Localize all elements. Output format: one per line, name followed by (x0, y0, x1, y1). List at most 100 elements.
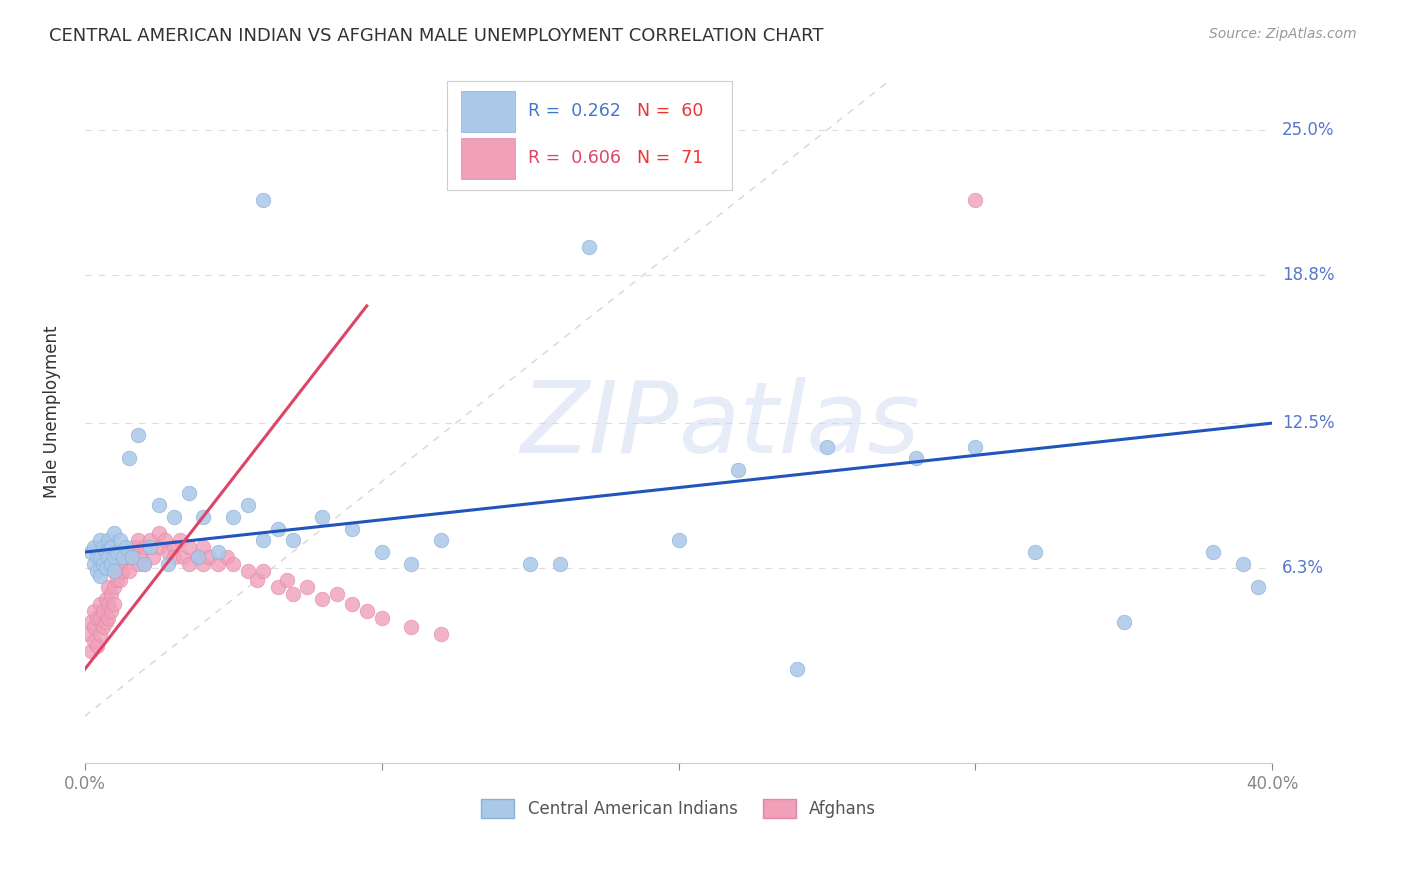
Point (83, 620, 105, 634)
Point (134, 557, 156, 571)
Point (94, 561, 117, 575)
Point (121, 549, 143, 564)
Point (519, 557, 541, 571)
Point (134, 557, 156, 571)
Point (1202, 545, 1225, 559)
Point (169, 533, 191, 548)
Point (207, 545, 229, 559)
Point (326, 587, 349, 601)
Point (105, 573, 128, 587)
Point (786, 662, 808, 676)
Point (100, 587, 122, 601)
Point (222, 509, 245, 524)
Point (356, 604, 378, 618)
Point (112, 564, 135, 578)
Point (105, 545, 128, 559)
Point (89, 549, 111, 564)
Point (83, 541, 105, 555)
Point (236, 498, 259, 512)
Point (177, 541, 200, 555)
Point (91, 541, 114, 555)
Point (118, 451, 141, 466)
Point (267, 580, 290, 594)
Text: N =  71: N = 71 (637, 149, 703, 167)
Point (148, 498, 170, 512)
Point (103, 549, 125, 564)
Point (103, 526, 125, 541)
Text: CENTRAL AMERICAN INDIAN VS AFGHAN MALE UNEMPLOYMENT CORRELATION CHART: CENTRAL AMERICAN INDIAN VS AFGHAN MALE U… (49, 27, 824, 45)
Text: ZIP: ZIP (520, 377, 679, 474)
Point (103, 564, 125, 578)
Point (401, 620, 423, 634)
Point (252, 533, 274, 548)
Point (340, 597, 363, 611)
Point (370, 545, 392, 559)
Text: Source: ZipAtlas.com: Source: ZipAtlas.com (1209, 27, 1357, 41)
Point (965, 440, 987, 454)
Point (94, 615, 117, 630)
Point (727, 463, 749, 477)
Point (148, 526, 170, 541)
Point (89, 627, 111, 641)
Point (97, 611, 120, 625)
Point (100, 557, 122, 571)
Point (217, 549, 239, 564)
Point (115, 541, 138, 555)
Point (83, 634, 105, 648)
Point (97, 533, 120, 548)
Point (236, 564, 259, 578)
Point (193, 509, 215, 524)
Point (97, 549, 120, 564)
FancyBboxPatch shape (461, 138, 515, 179)
Point (134, 541, 156, 555)
Point (153, 533, 176, 548)
Point (118, 564, 141, 578)
Point (103, 597, 125, 611)
Point (222, 557, 245, 571)
Point (89, 568, 111, 582)
Point (91, 557, 114, 571)
Point (172, 549, 194, 564)
Point (86, 639, 108, 653)
Y-axis label: Male Unemployment: Male Unemployment (44, 325, 60, 498)
Point (252, 194, 274, 208)
Point (103, 564, 125, 578)
Point (163, 549, 186, 564)
Text: atlas: atlas (679, 377, 920, 474)
Point (187, 549, 209, 564)
Point (276, 573, 298, 587)
Point (139, 541, 162, 555)
Point (121, 549, 143, 564)
Point (83, 604, 105, 618)
Point (252, 564, 274, 578)
Point (815, 440, 838, 454)
Text: R =  0.606: R = 0.606 (527, 149, 620, 167)
Point (89, 533, 111, 548)
Point (79, 615, 101, 630)
Point (142, 549, 165, 564)
Text: 12.5%: 12.5% (1282, 414, 1334, 432)
Point (118, 545, 141, 559)
Point (91, 620, 114, 634)
Point (127, 427, 149, 442)
Point (79, 643, 101, 657)
Point (156, 545, 179, 559)
Point (177, 486, 200, 500)
Point (1232, 557, 1254, 571)
Point (89, 597, 111, 611)
Point (94, 591, 117, 606)
Point (76, 627, 98, 641)
Point (110, 557, 132, 571)
Point (267, 522, 290, 536)
Point (124, 541, 146, 555)
Point (1112, 615, 1135, 630)
Point (187, 549, 209, 564)
FancyBboxPatch shape (447, 80, 733, 190)
Text: 18.8%: 18.8% (1282, 267, 1334, 285)
Point (97, 580, 120, 594)
Point (281, 587, 304, 601)
Point (193, 541, 215, 555)
Point (281, 533, 304, 548)
FancyBboxPatch shape (461, 91, 515, 132)
Point (83, 557, 105, 571)
